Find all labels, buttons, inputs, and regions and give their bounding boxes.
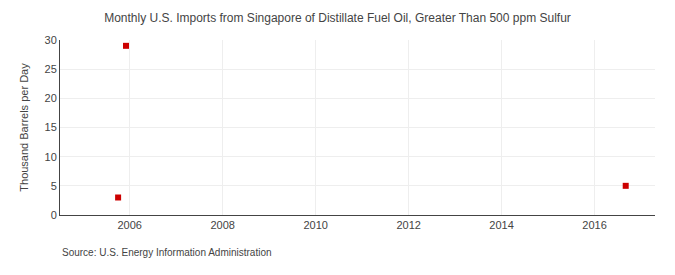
svg-text:Thousand Barrels per Day: Thousand Barrels per Day [18,63,30,192]
svg-text:2016: 2016 [582,219,606,231]
svg-text:2006: 2006 [117,219,141,231]
svg-text:20: 20 [45,92,57,104]
svg-text:2014: 2014 [489,219,513,231]
svg-text:15: 15 [45,121,57,133]
svg-text:Source: U.S. Energy Informatio: Source: U.S. Energy Information Administ… [62,247,272,258]
svg-text:30: 30 [45,34,57,46]
svg-text:2008: 2008 [210,219,234,231]
svg-text:5: 5 [51,180,57,192]
svg-text:0: 0 [51,209,57,221]
svg-text:10: 10 [45,151,57,163]
svg-text:2010: 2010 [303,219,327,231]
svg-text:2012: 2012 [396,219,420,231]
svg-text:Monthly U.S. Imports from Sing: Monthly U.S. Imports from Singapore of D… [104,11,571,25]
svg-text:25: 25 [45,63,57,75]
